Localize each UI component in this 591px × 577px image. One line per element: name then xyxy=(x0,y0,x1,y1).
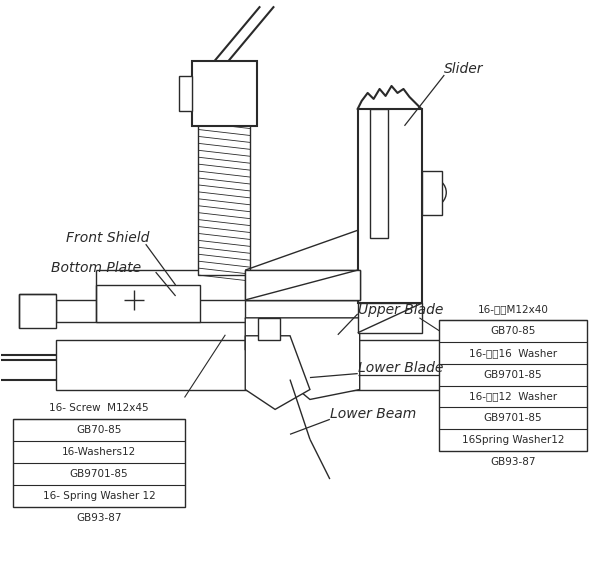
Polygon shape xyxy=(245,318,360,399)
Bar xyxy=(258,318,280,340)
Text: GB70-85: GB70-85 xyxy=(491,326,535,336)
Text: Front Shield: Front Shield xyxy=(66,231,150,245)
Text: 16-螺栓M12x40: 16-螺栓M12x40 xyxy=(478,304,548,314)
Bar xyxy=(423,171,442,215)
Bar xyxy=(439,320,587,451)
Text: GB9701-85: GB9701-85 xyxy=(483,413,543,424)
Text: GB93-87: GB93-87 xyxy=(76,513,122,523)
Polygon shape xyxy=(245,336,310,410)
Bar xyxy=(14,419,184,507)
Text: GB70-85: GB70-85 xyxy=(76,425,122,435)
Text: 16Spring Washer12: 16Spring Washer12 xyxy=(462,435,564,445)
Text: Slider: Slider xyxy=(444,62,484,76)
Text: GB9701-85: GB9701-85 xyxy=(70,469,128,479)
Text: Upper Blade: Upper Blade xyxy=(358,303,443,317)
Text: 16-垫圈16  Washer: 16-垫圈16 Washer xyxy=(469,348,557,358)
Bar xyxy=(20,294,56,328)
Bar xyxy=(358,303,423,333)
Text: 16-Washers12: 16-Washers12 xyxy=(62,447,136,457)
Polygon shape xyxy=(245,270,360,300)
Text: Lower Beam: Lower Beam xyxy=(330,407,416,421)
Text: GB9701-85: GB9701-85 xyxy=(483,370,543,380)
Text: 16- Screw  M12x45: 16- Screw M12x45 xyxy=(49,403,149,413)
Bar xyxy=(193,61,257,126)
Bar xyxy=(369,109,388,238)
Bar xyxy=(245,300,420,318)
Bar xyxy=(245,270,360,300)
Text: GB93-87: GB93-87 xyxy=(490,457,535,467)
Polygon shape xyxy=(96,285,200,322)
Text: 16- Spring Washer 12: 16- Spring Washer 12 xyxy=(43,491,155,501)
Bar xyxy=(199,81,250,275)
Bar xyxy=(178,76,193,111)
Bar xyxy=(358,109,423,303)
Text: Lower Blade: Lower Blade xyxy=(358,361,443,374)
Bar xyxy=(56,340,484,389)
Text: 16-垫圈12  Washer: 16-垫圈12 Washer xyxy=(469,391,557,402)
Text: Bottom Plate: Bottom Plate xyxy=(51,261,141,275)
Bar xyxy=(56,300,414,322)
